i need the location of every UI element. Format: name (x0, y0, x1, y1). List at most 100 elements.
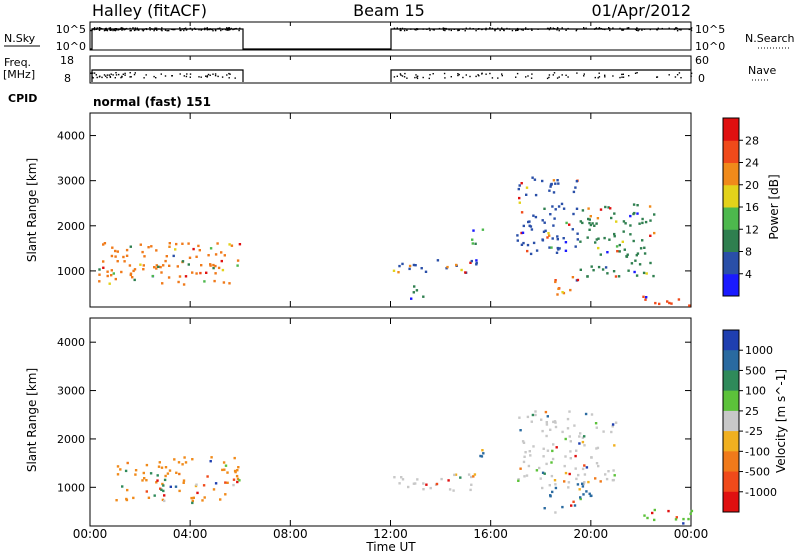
nsky-point (676, 30, 679, 32)
echo-pixel (161, 482, 164, 486)
echo-pixel (237, 466, 240, 469)
echo-pixel (126, 461, 129, 465)
nave-point (674, 76, 677, 78)
nsky-point (608, 27, 611, 30)
nsky-coverage-line (90, 28, 691, 50)
echo-pixel (618, 250, 621, 253)
nave-point (432, 73, 434, 75)
echo-pixel (472, 229, 475, 232)
nsky-point (583, 27, 585, 29)
nave-point (124, 74, 126, 76)
power-ylabel: Slant Range [km] (25, 158, 39, 262)
echo-pixel (616, 250, 619, 253)
colorbar-tick-label: 28 (745, 134, 759, 147)
echo-pixel (520, 182, 523, 185)
echo-pixel (174, 248, 177, 251)
nave-point (477, 74, 479, 76)
echo-pixel (549, 213, 552, 216)
nsky-point (168, 29, 170, 32)
echo-pixel (561, 291, 564, 294)
nsky-point (621, 29, 623, 31)
nave-point (531, 73, 533, 75)
nave-point (457, 73, 459, 75)
echo-pixel (469, 488, 472, 492)
echo-pixel (228, 282, 231, 285)
nsky-point (151, 28, 154, 30)
echo-pixel (548, 246, 551, 249)
echo-pixel (202, 484, 206, 487)
echo-pixel (422, 488, 425, 491)
nave-point (583, 73, 585, 75)
echo-pixel (609, 207, 612, 210)
echo-pixel (541, 429, 544, 433)
echo-pixel (549, 185, 552, 188)
echo-pixel (236, 480, 239, 484)
nsky-point (475, 29, 477, 32)
echo-pixel (551, 205, 554, 208)
velocity-echo-pixels (115, 410, 694, 525)
echo-pixel (523, 475, 526, 478)
nsky-point (494, 29, 496, 31)
nsky-point (552, 27, 554, 29)
echo-pixel (589, 223, 593, 227)
echo-pixel (452, 489, 455, 492)
echo-pixel (542, 230, 546, 233)
echo-pixel (161, 498, 165, 502)
nave-point (415, 74, 417, 76)
nsky-point (641, 29, 643, 31)
echo-pixel (607, 470, 610, 473)
echo-pixel (201, 499, 204, 502)
echo-pixel (568, 472, 571, 476)
echo-pixel (566, 427, 570, 430)
echo-pixel (613, 444, 616, 447)
nsky-point (678, 28, 681, 31)
nsky-point (212, 30, 214, 32)
nsky-point (429, 29, 431, 32)
nave-point (403, 76, 406, 78)
echo-pixel (125, 497, 128, 501)
colorbar-swatch (723, 431, 739, 452)
nave-point (103, 74, 106, 76)
echo-pixel (407, 485, 410, 489)
echo-pixel (412, 291, 415, 294)
nsky-point (453, 28, 455, 30)
echo-pixel (596, 446, 600, 450)
echo-pixel (474, 242, 477, 245)
echo-pixel (653, 508, 656, 512)
echo-pixel (141, 479, 144, 482)
echo-pixel (166, 472, 170, 475)
nave-point (115, 74, 118, 76)
nave-point (404, 72, 406, 75)
echo-pixel (197, 244, 200, 248)
echo-pixel (210, 456, 213, 459)
nsky-point (121, 27, 123, 29)
nsky-point (448, 29, 450, 31)
echo-pixel (550, 461, 553, 464)
echo-pixel (236, 469, 239, 472)
nsky-point (481, 28, 483, 31)
echo-pixel (588, 221, 591, 225)
echo-pixel (635, 274, 639, 277)
nave-point (221, 76, 224, 78)
echo-pixel (184, 275, 188, 278)
echo-pixel (566, 417, 570, 421)
nave-point (553, 72, 556, 74)
echo-pixel (459, 476, 462, 479)
nsky-point (537, 28, 539, 30)
nave-point (621, 73, 623, 76)
echo-pixel (564, 471, 568, 475)
echo-pixel (142, 268, 145, 271)
velocity-colorbar: 1000 500 100 25 -25 -100 -500 -1000 Velocity [m… (722, 329, 788, 513)
nsky-point (415, 29, 417, 31)
echo-pixel (454, 473, 458, 476)
echo-pixel (648, 205, 652, 208)
echo-pixel (535, 249, 539, 252)
nsky-point (548, 27, 550, 30)
nsky-point (656, 28, 658, 31)
nsky-point (206, 27, 208, 29)
echo-pixel (397, 271, 400, 274)
echo-pixel (550, 474, 554, 478)
echo-pixel (398, 264, 401, 268)
echo-pixel (551, 449, 554, 453)
echo-pixel (597, 237, 600, 240)
